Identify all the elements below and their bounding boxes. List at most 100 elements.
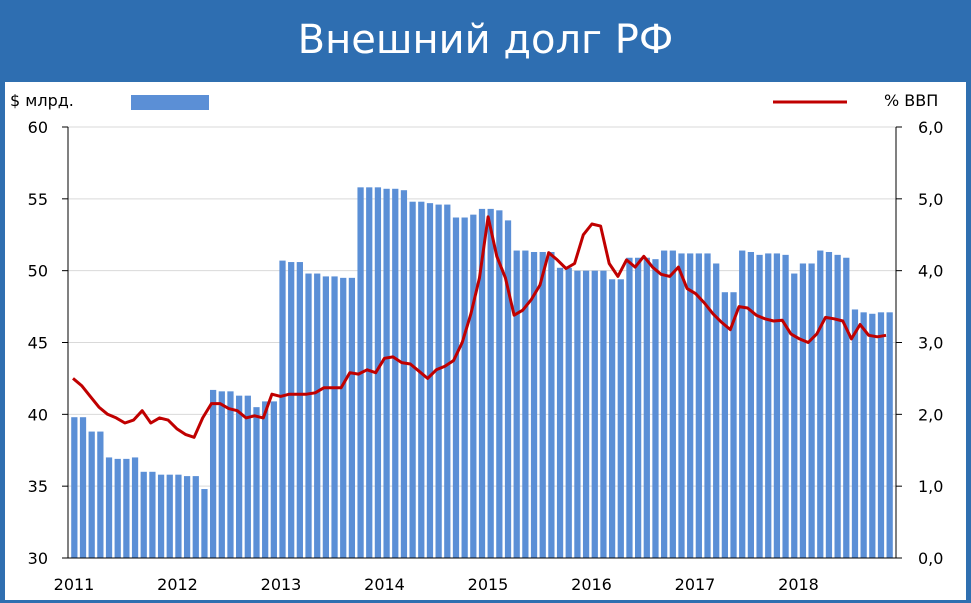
bar (773, 253, 781, 558)
bar (183, 476, 191, 558)
bar (591, 270, 598, 558)
bar (392, 188, 399, 558)
bar (236, 395, 243, 558)
x-tick-label: 2011 (54, 575, 95, 594)
bar (721, 292, 728, 558)
left-tick-label: 40 (28, 405, 48, 424)
bar (851, 309, 859, 558)
bar (444, 204, 451, 558)
bar (652, 259, 659, 558)
left-tick-label: 45 (28, 334, 48, 353)
bar (114, 458, 121, 558)
bar (791, 273, 798, 558)
tick-labels: 30 0,0 35 1,0 40 2,0 45 3,0 50 4,0 55 5,0 60 6,0 2011 2… (28, 118, 944, 594)
bar (799, 263, 807, 558)
legend-bar-swatch (131, 95, 209, 110)
bar (279, 260, 286, 558)
bar (539, 251, 546, 559)
bar (669, 250, 676, 559)
bar (817, 250, 824, 559)
bar (166, 474, 173, 558)
bar (79, 417, 87, 558)
bar (678, 253, 685, 558)
left-tick-label: 35 (28, 477, 48, 496)
bar (288, 262, 295, 558)
bar (296, 262, 303, 558)
bar (418, 201, 425, 558)
bar (608, 279, 616, 558)
bar (617, 279, 624, 558)
title-bar: Внешний долг РФ (0, 0, 971, 80)
bar (409, 201, 416, 558)
bar (383, 188, 390, 558)
bar (643, 257, 650, 558)
bar (400, 190, 408, 558)
bar (504, 220, 512, 558)
bar (513, 250, 520, 559)
bar (461, 217, 468, 558)
bar (825, 251, 833, 559)
bar (886, 312, 893, 558)
bar (340, 277, 347, 558)
bar (209, 389, 217, 558)
bar (452, 217, 460, 558)
bar (522, 250, 529, 559)
bar (71, 417, 78, 558)
bar (756, 254, 763, 559)
bar (175, 474, 182, 558)
bar (149, 471, 156, 558)
bar (730, 292, 737, 558)
right-tick-label: 5,0 (918, 190, 943, 209)
bar (704, 253, 711, 558)
bar (227, 391, 234, 558)
right-tick-label: 4,0 (918, 262, 943, 281)
bar (374, 187, 382, 558)
x-tick-label: 2012 (157, 575, 198, 594)
bar (556, 267, 564, 558)
left-tick-label: 30 (28, 549, 48, 568)
right-tick-label: 0,0 (918, 549, 943, 568)
bar (877, 312, 885, 558)
bar (253, 407, 260, 558)
bar (635, 257, 642, 558)
bar (487, 208, 494, 558)
x-tick-label: 2015 (468, 575, 509, 594)
bar (140, 471, 147, 558)
bar (314, 273, 321, 558)
right-axis-label: % ВВП (884, 91, 938, 110)
bar (713, 263, 720, 558)
left-tick-label: 60 (28, 118, 48, 137)
x-tick-label: 2017 (675, 575, 716, 594)
bar (765, 253, 772, 558)
bar (157, 474, 165, 558)
bar (478, 208, 486, 558)
bar (435, 204, 442, 558)
right-tick-label: 3,0 (918, 334, 943, 353)
right-tick-label: 2,0 (918, 405, 943, 424)
left-axis-label: $ млрд. (10, 91, 74, 110)
bar (192, 476, 199, 558)
bar (661, 250, 668, 559)
bar (565, 267, 572, 558)
x-tick-label: 2014 (364, 575, 405, 594)
bar (687, 253, 694, 558)
bar (244, 395, 251, 558)
bar (747, 251, 755, 559)
bar (626, 257, 633, 558)
bar (782, 254, 789, 559)
bar (105, 457, 113, 558)
x-tick-label: 2018 (778, 575, 819, 594)
bar (88, 431, 95, 558)
bar (262, 401, 269, 558)
bar (305, 273, 312, 558)
page-title: Внешний долг РФ (297, 17, 674, 63)
right-tick-label: 6,0 (918, 118, 943, 137)
x-tick-label: 2016 (571, 575, 612, 594)
left-tick-label: 55 (28, 190, 48, 209)
bar (739, 250, 746, 559)
bar (843, 257, 850, 558)
bar (218, 391, 225, 558)
bar (860, 312, 867, 558)
bar (426, 203, 434, 558)
